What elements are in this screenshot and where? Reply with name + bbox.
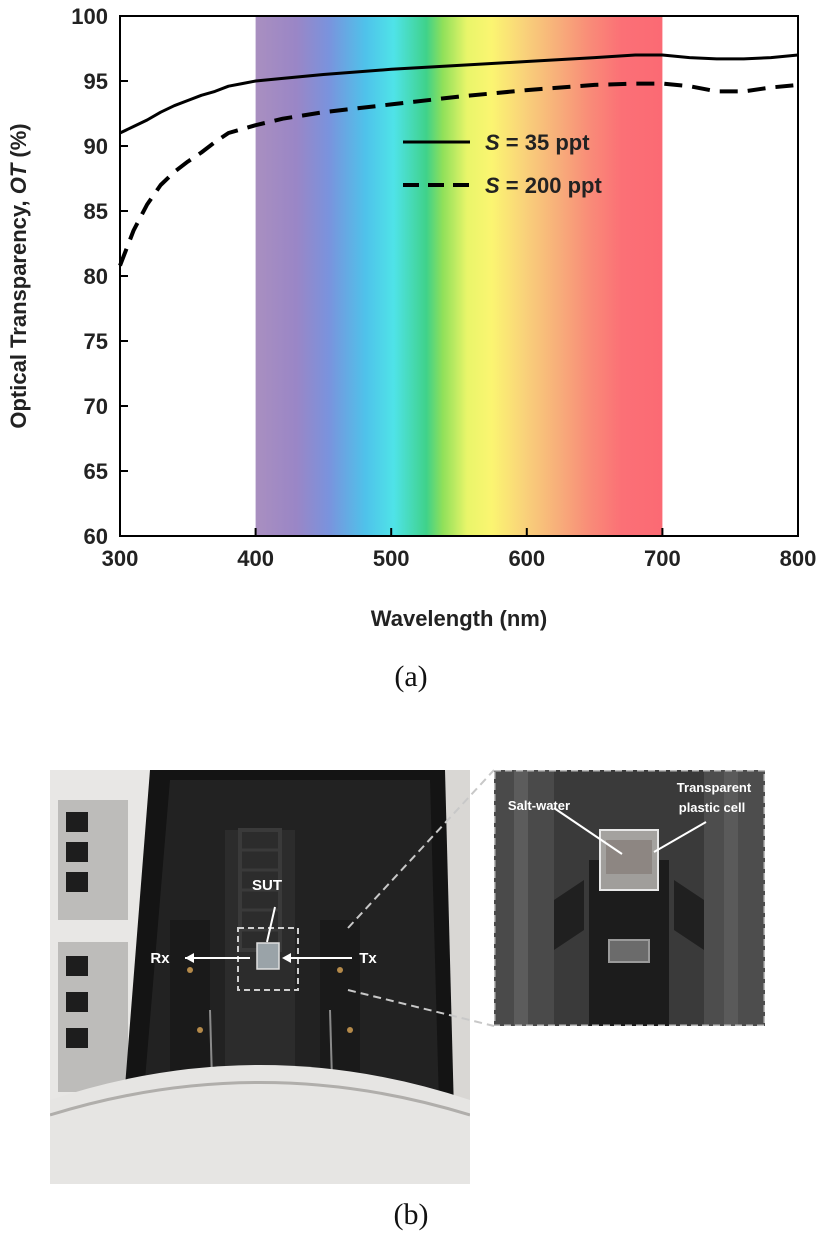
y-tick-label: 65 xyxy=(84,459,108,484)
tx-label: Tx xyxy=(359,950,377,967)
legend-label-s35: S = 35 ppt xyxy=(485,130,590,155)
legend-label-s200-symbol: S xyxy=(485,173,500,198)
y-axis-title-part-3: (%) xyxy=(6,123,31,163)
legend: S = 35 ppt S = 200 ppt xyxy=(403,130,602,198)
zoomed-cell-photo: Salt-water Transparent plastic cell xyxy=(494,770,765,1026)
y-tick-label: 70 xyxy=(84,394,108,419)
series-layer xyxy=(118,53,799,267)
y-tick-label: 80 xyxy=(84,264,108,289)
salt-water-label: Salt-water xyxy=(508,798,570,813)
transparent-cell-label-line2: plastic cell xyxy=(679,800,745,815)
x-tick-label: 300 xyxy=(102,546,139,571)
x-tick-label: 500 xyxy=(373,546,410,571)
legend-label-s35-value: = 35 ppt xyxy=(500,130,591,155)
transparent-cell-label-line1: Transparent xyxy=(677,780,752,795)
y-tick-label: 90 xyxy=(84,134,108,159)
series-line-s35 xyxy=(119,53,799,135)
y-axis-title: Optical Transparency, OT (%) xyxy=(6,123,31,428)
y-tick-label: 75 xyxy=(84,329,108,354)
x-tick-label: 800 xyxy=(780,546,817,571)
optical-transparency-chart: 300 400 500 600 700 800 60 65 70 75 80 85 90 95 100 Wa… xyxy=(6,4,816,631)
panel-label-b: (b) xyxy=(393,1198,429,1231)
rx-label: Rx xyxy=(150,950,170,967)
x-axis-title: Wavelength (nm) xyxy=(371,606,547,631)
legend-label-s200-value: = 200 ppt xyxy=(500,173,603,198)
x-tick-label: 700 xyxy=(644,546,681,571)
y-tick-label: 85 xyxy=(84,199,108,224)
sut-label: SUT xyxy=(252,877,282,894)
y-tick-label: 95 xyxy=(84,69,108,94)
y-tick-label: 100 xyxy=(71,4,108,29)
y-axis-title-part-2: OT xyxy=(6,162,31,194)
legend-label-s200: S = 200 ppt xyxy=(485,173,602,198)
series-line-s200 xyxy=(118,81,799,267)
y-axis-title-part-1: Optical Transparency, xyxy=(6,194,31,428)
x-tick-label: 400 xyxy=(237,546,274,571)
legend-label-s35-symbol: S xyxy=(485,130,500,155)
panel-label-a: (a) xyxy=(394,660,428,693)
y-tick-label: 60 xyxy=(84,524,108,549)
spectrophotometer-photo: SUT Rx Tx xyxy=(50,770,470,1184)
visible-spectrum-band xyxy=(255,16,663,536)
x-tick-label: 600 xyxy=(508,546,545,571)
ticks-layer: 300 400 500 600 700 800 60 65 70 75 80 85 90 95 100 xyxy=(71,4,816,571)
